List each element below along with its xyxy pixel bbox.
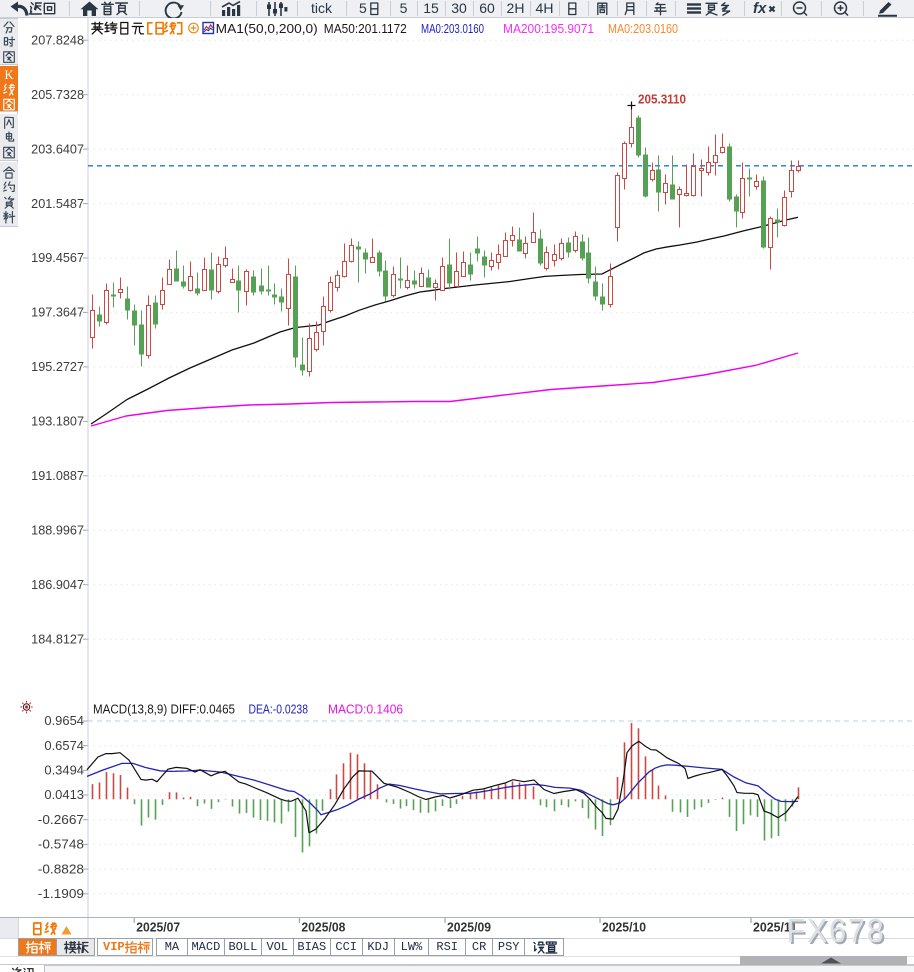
svg-text:199.4567: 199.4567 xyxy=(31,251,84,265)
svg-text:-0.5748: -0.5748 xyxy=(38,838,84,852)
svg-text:2025/11: 2025/11 xyxy=(753,921,797,935)
svg-text:2025/07: 2025/07 xyxy=(136,921,180,935)
svg-text:-0.2667: -0.2667 xyxy=(38,813,84,827)
svg-text:197.3647: 197.3647 xyxy=(31,306,84,320)
svg-text:2025/10: 2025/10 xyxy=(602,921,646,935)
svg-text:184.8127: 184.8127 xyxy=(31,632,84,646)
svg-text:-1.1909: -1.1909 xyxy=(38,887,84,901)
svg-text:-0.8828: -0.8828 xyxy=(38,862,84,876)
svg-text:2025/09: 2025/09 xyxy=(447,921,491,935)
svg-text:FX678: FX678 xyxy=(789,914,888,951)
svg-text:205.3110: 205.3110 xyxy=(638,93,686,107)
svg-text:FX678: FX678 xyxy=(787,912,886,949)
svg-text:207.8248: 207.8248 xyxy=(31,33,84,47)
svg-text:186.9047: 186.9047 xyxy=(31,578,84,592)
svg-text:DEA:-0.0238: DEA:-0.0238 xyxy=(249,703,309,717)
svg-text:MA0:203.0160: MA0:203.0160 xyxy=(421,21,484,36)
svg-text:2025/08: 2025/08 xyxy=(301,921,345,935)
svg-text:0.6574: 0.6574 xyxy=(44,739,84,753)
svg-text:MACD:0.1406: MACD:0.1406 xyxy=(328,703,403,717)
svg-text:193.1807: 193.1807 xyxy=(31,415,84,429)
svg-text:191.0887: 191.0887 xyxy=(31,469,84,483)
svg-text:195.2727: 195.2727 xyxy=(31,360,84,374)
svg-text:205.7328: 205.7328 xyxy=(31,88,84,102)
svg-text:0.9654: 0.9654 xyxy=(44,714,84,728)
svg-text:MA50:201.1172: MA50:201.1172 xyxy=(324,21,407,36)
svg-text:MACD(13,8,9) DIFF:0.0465: MACD(13,8,9) DIFF:0.0465 xyxy=(93,703,235,717)
svg-text:201.5487: 201.5487 xyxy=(31,197,84,211)
svg-text:203.6407: 203.6407 xyxy=(31,142,84,156)
svg-text:MA0:203.0160: MA0:203.0160 xyxy=(608,21,678,36)
svg-text:MA200:195.9071: MA200:195.9071 xyxy=(503,21,594,36)
svg-text:0.3494: 0.3494 xyxy=(44,764,84,778)
svg-text:188.9967: 188.9967 xyxy=(31,524,84,538)
svg-text:K: K xyxy=(4,67,13,81)
svg-text:MA1(50,0,200,0): MA1(50,0,200,0) xyxy=(216,21,318,36)
svg-text:0.0413: 0.0413 xyxy=(44,788,84,802)
